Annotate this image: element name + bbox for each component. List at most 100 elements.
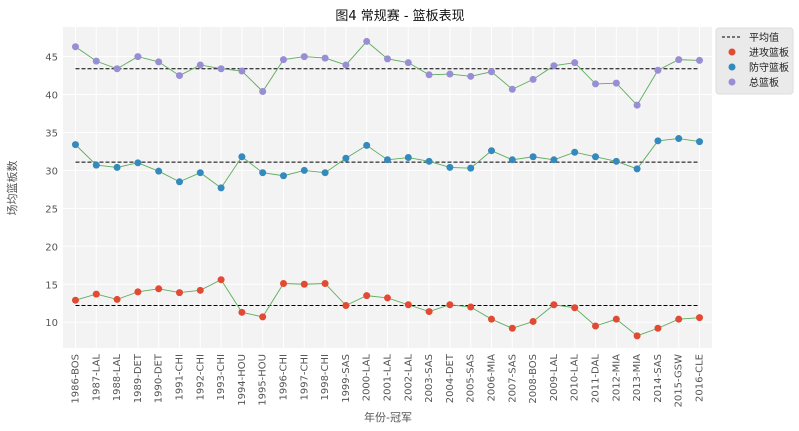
data-point-1-2003-SAS <box>425 157 433 165</box>
data-point-2-2006-MIA <box>488 68 496 76</box>
x-tick-label: 1989-DET <box>133 353 144 403</box>
y-tick-label: 25 <box>45 204 58 215</box>
x-tick-label: 2011-DAL <box>591 354 602 403</box>
data-point-2-1992-CHI <box>196 61 204 69</box>
data-point-0-1991-CHI <box>175 289 183 297</box>
x-tick-label: 2010-LAL <box>570 354 581 402</box>
data-point-2-2003-SAS <box>425 71 433 79</box>
x-tick-label: 1999-SAS <box>341 354 352 403</box>
data-point-1-1994-HOU <box>238 153 246 161</box>
x-tick-label: 1993-CHI <box>216 354 227 401</box>
x-tick-label: 2006-MIA <box>487 354 498 402</box>
x-tick-label: 1992-CHI <box>195 354 206 401</box>
data-point-1-1987-LAL <box>92 161 100 169</box>
x-tick-label: 2014-SAS <box>653 354 664 403</box>
y-tick-label: 40 <box>45 91 58 102</box>
data-point-2-2014-SAS <box>654 66 662 74</box>
data-point-2-1987-LAL <box>92 57 100 65</box>
x-tick-label: 2003-SAS <box>424 354 435 403</box>
data-point-1-2010-LAL <box>571 148 579 156</box>
data-point-0-2016-CLE <box>696 314 704 322</box>
data-point-1-2000-LAL <box>363 141 371 149</box>
data-point-1-1990-DET <box>155 167 163 175</box>
data-point-2-2008-BOS <box>529 75 537 83</box>
data-point-0-2007-SAS <box>508 324 516 332</box>
data-point-2-1998-CHI <box>321 54 329 62</box>
data-point-2-1997-CHI <box>300 53 308 61</box>
data-point-0-1993-CHI <box>217 276 225 284</box>
data-point-0-2006-MIA <box>488 315 496 323</box>
x-tick-label: 1987-LAL <box>91 354 102 402</box>
data-point-0-2001-LAL <box>384 294 391 302</box>
data-point-0-2004-DET <box>446 301 454 309</box>
x-tick-label: 2004-DET <box>445 353 456 403</box>
data-point-1-1992-CHI <box>196 169 204 177</box>
data-point-0-1990-DET <box>155 285 163 293</box>
data-point-2-2011-DAL <box>592 80 600 88</box>
data-point-0-2005-SAS <box>467 303 475 311</box>
data-point-2-1990-DET <box>155 58 163 66</box>
data-point-1-1986-BOS <box>71 141 79 149</box>
data-point-1-1993-CHI <box>217 184 225 192</box>
data-point-1-1996-CHI <box>279 172 287 180</box>
data-point-2-1996-CHI <box>279 56 287 64</box>
y-tick-label: 20 <box>45 242 58 253</box>
data-point-2-1988-LAL <box>113 65 121 73</box>
y-tick-label: 15 <box>45 280 58 291</box>
data-point-0-2009-LAL <box>550 301 558 309</box>
data-point-2-1999-SAS <box>342 61 350 69</box>
data-point-0-2002-LAL <box>404 301 412 309</box>
data-point-2-2004-DET <box>446 70 454 78</box>
y-tick-label: 10 <box>45 318 58 329</box>
data-point-1-2007-SAS <box>508 156 516 164</box>
data-point-2-2005-SAS <box>467 72 475 80</box>
data-point-0-1994-HOU <box>238 308 246 316</box>
data-point-0-1987-LAL <box>92 290 100 298</box>
data-point-2-2002-LAL <box>404 59 412 67</box>
chart-title: 图4 常规赛 - 篮板表现 <box>335 8 464 24</box>
data-point-0-2012-MIA <box>612 315 620 323</box>
data-point-0-1988-LAL <box>113 295 121 303</box>
data-point-1-1998-CHI <box>321 169 329 177</box>
data-point-0-1995-HOU <box>259 313 267 321</box>
data-point-0-2008-BOS <box>529 317 537 325</box>
data-point-1-2005-SAS <box>467 164 475 172</box>
data-point-0-2011-DAL <box>592 322 600 330</box>
data-point-1-2002-LAL <box>404 154 412 162</box>
x-tick-label: 2000-LAL <box>362 354 373 402</box>
x-tick-label: 1996-CHI <box>278 354 289 401</box>
y-tick-label: 30 <box>45 166 58 177</box>
data-point-1-2008-BOS <box>529 153 537 161</box>
x-tick-label: 2016-CLE <box>695 354 706 402</box>
x-tick-label: 1994-HOU <box>237 354 248 406</box>
data-point-0-2003-SAS <box>425 308 433 316</box>
y-tick-label: 35 <box>45 128 58 139</box>
x-tick-label: 2007-SAS <box>507 354 518 403</box>
data-point-0-2000-LAL <box>363 292 371 300</box>
data-point-2-1986-BOS <box>71 43 79 51</box>
x-tick-label: 2015-GSW <box>674 354 685 408</box>
data-point-0-1996-CHI <box>279 279 287 287</box>
data-point-1-2009-LAL <box>550 156 558 164</box>
data-point-2-2000-LAL <box>363 37 371 45</box>
x-tick-label: 1991-CHI <box>174 354 185 401</box>
legend-marker-total <box>728 78 736 86</box>
x-tick-label: 1995-HOU <box>258 354 269 406</box>
data-point-1-2012-MIA <box>612 157 620 165</box>
x-tick-label: 2008-BOS <box>528 354 539 404</box>
legend: 平均值 进攻篮板 防守篮板 总篮板 <box>715 27 794 95</box>
data-point-2-2001-LAL <box>384 55 391 63</box>
y-tick-label: 45 <box>45 53 58 64</box>
data-point-1-1991-CHI <box>175 178 183 186</box>
x-tick-label: 2002-LAL <box>403 354 414 402</box>
x-tick-label: 1998-CHI <box>320 354 331 401</box>
data-point-2-1994-HOU <box>238 67 246 75</box>
x-tick-label: 1986-BOS <box>70 354 81 404</box>
data-point-1-2015-GSW <box>675 135 683 143</box>
data-point-2-2016-CLE <box>696 56 704 64</box>
legend-label-mean: 平均值 <box>749 31 779 44</box>
data-point-1-2011-DAL <box>592 153 600 161</box>
data-point-1-1995-HOU <box>259 169 267 177</box>
x-tick-label: 2001-LAL <box>383 354 394 402</box>
